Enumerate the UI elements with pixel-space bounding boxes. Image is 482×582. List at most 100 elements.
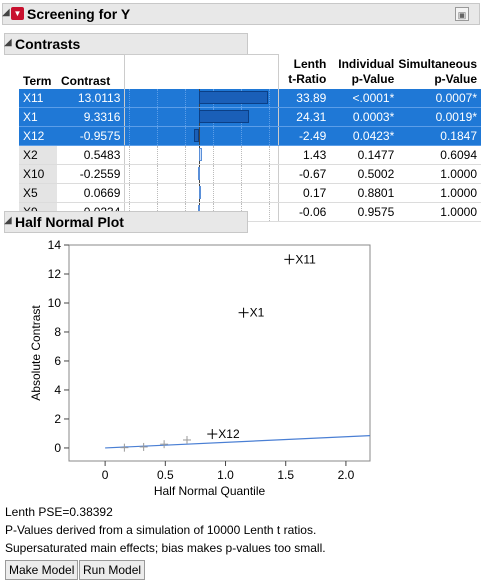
bar-guide-line — [213, 184, 215, 202]
y-tick-label: 6 — [54, 354, 61, 368]
contrast-cell: 0.0669 — [56, 183, 125, 203]
data-point-marker[interactable] — [284, 254, 295, 265]
contrast-cell: 9.3316 — [56, 107, 125, 127]
disclosure-triangle-icon[interactable]: ◢ — [2, 7, 10, 18]
individual-p-value-header: Individual p-Value — [338, 56, 395, 86]
simultaneous-p-value-cell: 1.0000 — [398, 202, 481, 222]
contrast-bar — [194, 129, 200, 142]
y-tick-label: 8 — [54, 325, 61, 339]
term-cell: X5 — [19, 183, 57, 203]
t-ratio-cell: 1.43 — [278, 145, 331, 165]
contrast-bar — [199, 148, 203, 161]
data-point-label: X12 — [218, 427, 240, 441]
contrast-bar-cell — [124, 89, 279, 108]
bar-guide-line — [129, 146, 131, 164]
data-point-marker[interactable] — [207, 429, 218, 440]
contrast-cell: -0.9575 — [56, 126, 125, 146]
y-tick-label: 2 — [54, 412, 61, 426]
contrast-bar-cell — [124, 145, 279, 165]
contrast-cell: 0.5483 — [56, 145, 125, 165]
y-tick-label: 0 — [54, 441, 61, 455]
data-point-marker[interactable] — [238, 307, 249, 318]
contrast-bar-cell — [124, 164, 279, 184]
bar-guide-line — [157, 165, 159, 183]
bar-guide-line — [185, 108, 187, 126]
bar-chart-header — [124, 54, 279, 89]
individual-p-value-cell: 0.0423* — [330, 126, 399, 146]
bar-guide-line — [269, 165, 271, 183]
bar-guide-line — [185, 89, 187, 107]
x-tick-label: 0 — [102, 468, 109, 482]
simultaneous-p-value-header: Simultaneous p-Value — [398, 56, 477, 86]
bar-guide-line — [185, 165, 187, 183]
table-row[interactable]: X11 13.0113 33.89 <.0001* 0.0007* — [19, 89, 481, 108]
lenth-t-ratio-header: Lenth t-Ratio — [288, 56, 327, 86]
table-row[interactable]: X12 -0.9575 -2.49 0.0423* 0.1847 — [19, 126, 481, 146]
contrasts-header[interactable]: ◢ Contrasts — [4, 33, 248, 55]
bar-guide-line — [157, 184, 159, 202]
contrast-bar-cell — [124, 183, 279, 203]
data-point-label: X11 — [295, 252, 316, 266]
t-ratio-cell: 33.89 — [278, 89, 331, 108]
bar-guide-line — [241, 127, 243, 145]
bar-guide-line — [129, 165, 131, 183]
bar-guide-line — [129, 127, 131, 145]
bar-guide-line — [269, 146, 271, 164]
y-tick-label: 14 — [48, 238, 62, 252]
simultaneous-p-value-cell: 0.0019* — [398, 107, 481, 127]
t-ratio-cell: -0.06 — [278, 202, 331, 222]
term-header: Term — [23, 74, 52, 88]
data-point-marker[interactable] — [120, 443, 129, 452]
data-point-label: X1 — [250, 306, 265, 320]
table-row[interactable]: X5 0.0669 0.17 0.8801 1.0000 — [19, 183, 481, 203]
data-point-marker[interactable] — [160, 440, 169, 449]
y-tick-label: 12 — [48, 267, 62, 281]
contrast-cell: 13.0113 — [56, 89, 125, 108]
table-row[interactable]: X10 -0.2559 -0.67 0.5002 1.0000 — [19, 164, 481, 184]
simultaneous-p-value-cell: 0.1847 — [398, 126, 481, 146]
individual-p-value-cell: 0.1477 — [330, 145, 399, 165]
bar-guide-line — [241, 184, 243, 202]
disclosure-triangle-icon[interactable]: ◢ — [4, 215, 12, 226]
term-cell: X11 — [19, 89, 57, 108]
y-axis-label: Absolute Contrast — [29, 305, 43, 401]
x-tick-label: 0.5 — [157, 468, 174, 482]
report-header: ◢ ▼ Screening for Y ▣ — [2, 3, 480, 25]
bar-guide-line — [157, 89, 159, 107]
half-normal-plot-header[interactable]: ◢ Half Normal Plot — [4, 211, 248, 233]
bar-guide-line — [157, 146, 159, 164]
run-model-button[interactable]: Run Model — [79, 560, 146, 580]
disclosure-triangle-icon[interactable]: ◢ — [4, 37, 12, 48]
bar-guide-line — [185, 146, 187, 164]
individual-p-value-cell: <.0001* — [330, 89, 399, 108]
report-options-icon[interactable]: ▣ — [455, 7, 469, 21]
contrast-bar — [199, 186, 202, 199]
t-ratio-cell: -0.67 — [278, 164, 331, 184]
x-tick-label: 2.0 — [338, 468, 355, 482]
data-point-marker[interactable] — [182, 435, 191, 444]
simultaneous-p-value-cell: 1.0000 — [398, 183, 481, 203]
bar-guide-line — [185, 127, 187, 145]
data-point-marker[interactable] — [139, 442, 148, 451]
bar-guide-line — [269, 203, 271, 221]
table-header-row: Term Contrast Lenth t-Ratio Individual p-V… — [19, 54, 481, 89]
table-row[interactable]: X1 9.3316 24.31 0.0003* 0.0019* — [19, 107, 481, 127]
red-triangle-menu-icon[interactable]: ▼ — [11, 7, 24, 20]
bar-guide-line — [269, 89, 271, 107]
t-ratio-cell: 0.17 — [278, 183, 331, 203]
individual-p-value-cell: 0.8801 — [330, 183, 399, 203]
individual-p-value-cell: 0.5002 — [330, 164, 399, 184]
reference-line — [105, 435, 371, 449]
contrasts-title: Contrasts — [15, 36, 81, 52]
table-row[interactable]: X2 0.5483 1.43 0.1477 0.6094 — [19, 145, 481, 165]
y-tick-label: 4 — [54, 383, 61, 397]
lenth-pse-text: Lenth PSE=0.38392 — [5, 505, 113, 519]
bar-guide-line — [129, 89, 131, 107]
bar-guide-line — [129, 108, 131, 126]
contrasts-table: Term Contrast Lenth t-Ratio Individual p-V… — [19, 54, 481, 222]
half-normal-plot[interactable]: 0 2 4 6 8 10 12 14 0 0.5 1.0 1.5 2.0 Half Normal Quan… — [0, 233, 482, 503]
half-normal-plot-title: Half Normal Plot — [15, 214, 124, 230]
make-model-button[interactable]: Make Model — [5, 560, 79, 580]
bar-guide-line — [269, 108, 271, 126]
contrast-bar — [198, 167, 201, 180]
